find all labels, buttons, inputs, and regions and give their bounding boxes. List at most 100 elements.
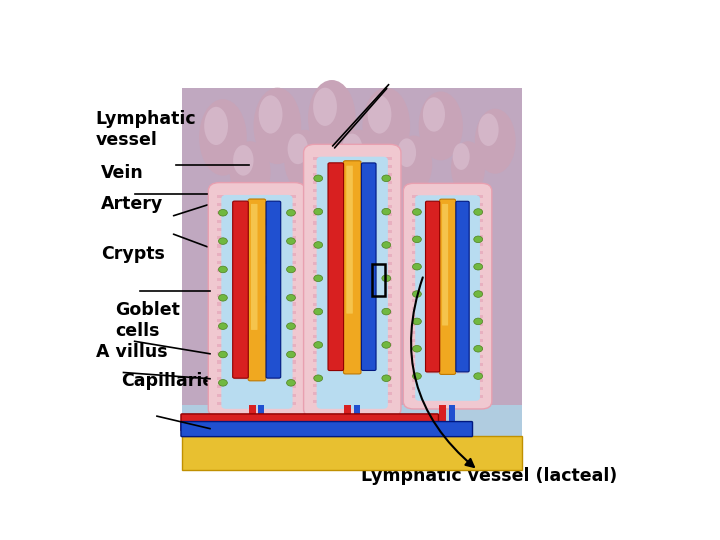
Bar	[182, 405, 523, 470]
FancyBboxPatch shape	[343, 161, 361, 374]
Bar	[312, 392, 320, 395]
Circle shape	[314, 175, 323, 181]
Bar	[217, 278, 224, 281]
FancyBboxPatch shape	[181, 422, 472, 437]
FancyBboxPatch shape	[317, 157, 388, 409]
Bar	[385, 230, 392, 233]
Bar	[289, 394, 297, 397]
Bar	[312, 246, 320, 249]
Bar	[312, 310, 320, 314]
Bar	[412, 267, 418, 270]
Bar	[217, 386, 224, 388]
Bar	[385, 246, 392, 249]
FancyBboxPatch shape	[248, 199, 266, 381]
Bar	[217, 253, 224, 256]
Circle shape	[413, 346, 421, 352]
Bar	[289, 286, 297, 289]
Bar	[182, 87, 523, 470]
Bar	[312, 173, 320, 176]
Bar	[385, 262, 392, 265]
FancyBboxPatch shape	[426, 293, 468, 299]
Bar	[217, 344, 224, 347]
Text: Goblet
cells: Goblet cells	[115, 301, 180, 340]
Bar	[289, 220, 297, 222]
Bar	[477, 339, 483, 342]
Bar	[312, 157, 320, 160]
Bar	[477, 235, 483, 238]
Circle shape	[474, 208, 482, 215]
Bar	[412, 363, 418, 366]
FancyBboxPatch shape	[234, 257, 279, 264]
Ellipse shape	[230, 141, 271, 202]
Circle shape	[287, 238, 295, 245]
Bar	[312, 165, 320, 168]
Bar	[312, 327, 320, 330]
Bar	[385, 368, 392, 370]
Ellipse shape	[313, 87, 337, 126]
Bar	[312, 319, 320, 322]
Bar	[217, 394, 224, 397]
Circle shape	[474, 291, 482, 298]
Bar	[385, 197, 392, 200]
Bar	[385, 270, 392, 273]
Bar	[412, 355, 418, 357]
Bar	[312, 230, 320, 233]
Bar	[312, 352, 320, 354]
Bar	[312, 189, 320, 192]
Circle shape	[287, 380, 295, 386]
Text: Lymphatic vessel (lacteal): Lymphatic vessel (lacteal)	[361, 467, 617, 485]
Bar	[289, 211, 297, 214]
Circle shape	[218, 351, 228, 358]
Ellipse shape	[204, 107, 228, 145]
Bar	[217, 327, 224, 330]
Bar	[477, 347, 483, 350]
Circle shape	[413, 373, 421, 380]
Text: A villus: A villus	[96, 343, 167, 361]
Bar	[477, 379, 483, 382]
Bar	[385, 335, 392, 338]
Bar	[385, 181, 392, 184]
Ellipse shape	[258, 96, 282, 133]
Bar	[412, 330, 418, 334]
FancyBboxPatch shape	[182, 436, 523, 470]
Circle shape	[287, 323, 295, 329]
FancyBboxPatch shape	[456, 201, 469, 372]
Bar	[289, 319, 297, 322]
Ellipse shape	[199, 99, 247, 176]
Bar	[217, 369, 224, 372]
FancyBboxPatch shape	[251, 204, 258, 330]
Bar	[217, 286, 224, 289]
Bar	[217, 261, 224, 264]
Bar	[312, 278, 320, 281]
Circle shape	[287, 266, 295, 273]
Circle shape	[382, 342, 391, 348]
Text: Lymphatic
vessel: Lymphatic vessel	[96, 110, 197, 148]
Bar	[385, 376, 392, 379]
Bar	[289, 352, 297, 355]
Bar	[289, 195, 297, 198]
Circle shape	[314, 342, 323, 348]
Bar	[385, 157, 392, 160]
Bar	[217, 211, 224, 214]
Bar	[312, 270, 320, 273]
Bar	[217, 245, 224, 247]
Bar	[289, 261, 297, 264]
Text: Capillaries: Capillaries	[121, 372, 225, 390]
Bar	[312, 262, 320, 265]
Circle shape	[474, 264, 482, 270]
FancyBboxPatch shape	[233, 212, 280, 380]
Circle shape	[287, 351, 295, 358]
Ellipse shape	[395, 136, 432, 193]
Bar	[312, 302, 320, 306]
Ellipse shape	[451, 141, 485, 195]
Circle shape	[413, 236, 421, 242]
Bar	[385, 384, 392, 387]
Bar	[289, 369, 297, 372]
Bar	[385, 310, 392, 314]
FancyBboxPatch shape	[266, 201, 281, 378]
Bar	[385, 173, 392, 176]
Bar	[217, 319, 224, 322]
Circle shape	[314, 308, 323, 315]
FancyBboxPatch shape	[440, 199, 456, 374]
Bar	[182, 187, 523, 470]
